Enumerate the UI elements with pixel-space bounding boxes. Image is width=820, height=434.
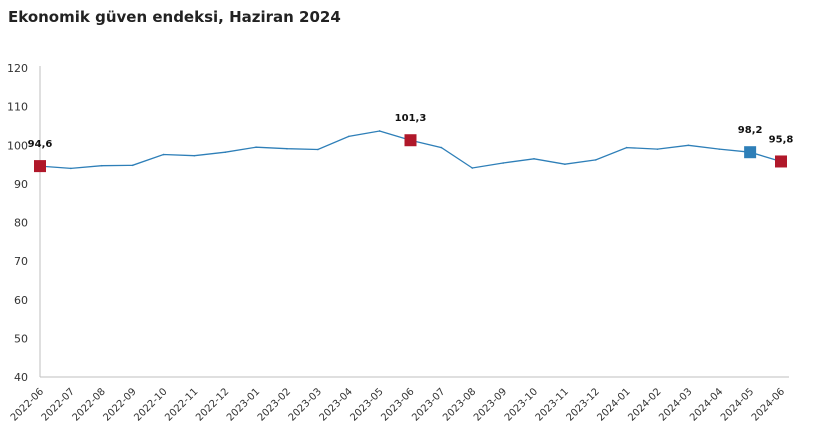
- data-point: [317, 148, 319, 151]
- chart-title: Ekonomik güven endeksi, Haziran 2024: [8, 8, 341, 26]
- data-point: [347, 135, 350, 138]
- y-tick-label: 90: [14, 178, 28, 191]
- previous-month-marker: [744, 146, 757, 159]
- data-point: [378, 130, 381, 132]
- data-point: [718, 148, 721, 150]
- data-point: [471, 167, 474, 169]
- y-tick-label: 50: [14, 332, 28, 345]
- data-point: [162, 153, 165, 156]
- data-point: [100, 164, 103, 167]
- highlight-marker: [404, 134, 417, 147]
- y-tick-label: 70: [14, 255, 28, 268]
- x-tick-label: 2024-06: [750, 386, 787, 423]
- data-label: 95,8: [769, 134, 794, 145]
- data-point: [564, 163, 566, 165]
- y-tick-label: 110: [7, 101, 28, 114]
- y-tick-label: 80: [14, 217, 28, 230]
- y-tick-label: 60: [14, 294, 28, 307]
- data-point: [440, 146, 443, 149]
- data-label: 94,6: [28, 139, 53, 150]
- data-point: [502, 162, 504, 164]
- data-point: [193, 154, 196, 157]
- data-point: [255, 146, 257, 148]
- data-point: [70, 167, 72, 170]
- y-tick-label: 100: [7, 139, 28, 152]
- data-point: [533, 157, 535, 160]
- y-tick-label: 120: [7, 62, 28, 75]
- data-point: [594, 159, 597, 161]
- data-label: 101,3: [395, 113, 427, 124]
- data-point: [131, 164, 134, 167]
- data-point: [625, 146, 628, 149]
- data-label: 98,2: [738, 125, 763, 136]
- highlight-marker: [775, 155, 787, 168]
- data-point: [224, 151, 227, 154]
- data-point: [656, 148, 659, 150]
- data-point: [286, 147, 288, 150]
- y-tick-label: 40: [14, 371, 28, 384]
- data-point: [687, 144, 690, 147]
- highlight-marker: [34, 160, 46, 173]
